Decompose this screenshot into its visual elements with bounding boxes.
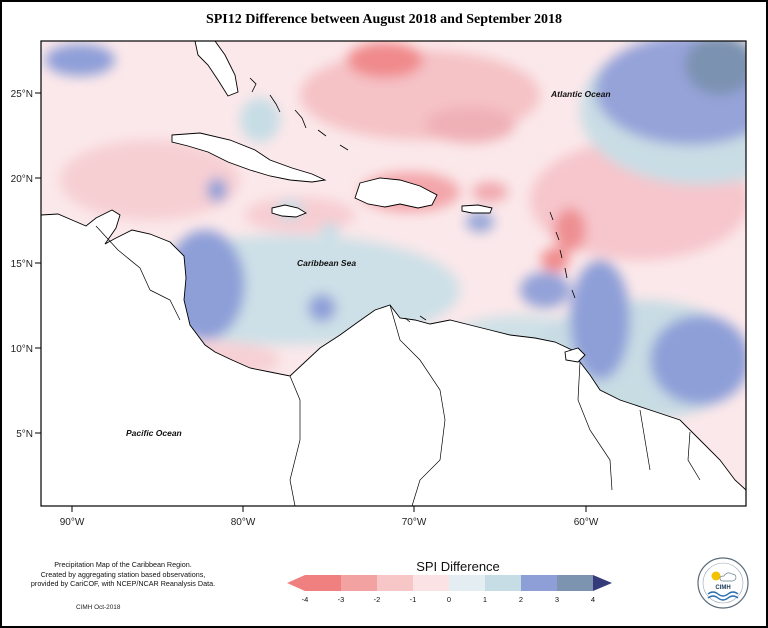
bahamas-3 <box>294 109 307 129</box>
colorbar-seg-2 <box>341 575 377 591</box>
hispaniola <box>354 177 438 209</box>
colorbar <box>287 575 612 591</box>
neg-area-strong-north <box>347 42 423 78</box>
y-tick-25n: 25°N <box>11 89 33 100</box>
central-south-america <box>41 209 746 506</box>
wave-icon <box>707 591 739 597</box>
pos-area-atlantic-strong <box>685 41 746 95</box>
legend-tick-1: 1 <box>483 595 487 604</box>
axis-labels: 90°W 80°W 70°W 60°W 25°N 20°N 15°N 10°N … <box>11 89 599 528</box>
caption-line-1: Precipitation Map of the Caribbean Regio… <box>54 560 192 569</box>
caption-line-2: Created by aggregating station based obs… <box>40 569 206 579</box>
legend-tick-0: 0 <box>447 595 451 604</box>
y-tick-20n: 20°N <box>11 174 33 185</box>
pos-area-caribbean-spot <box>308 294 336 322</box>
bahamas-2 <box>269 94 281 113</box>
pos-area-trinidad <box>570 260 630 380</box>
pos-area-venezuela-n <box>520 272 570 308</box>
pos-area-spot-c <box>320 223 340 237</box>
x-tick-80w: 80°W <box>231 517 256 528</box>
puerto-rico <box>461 204 493 214</box>
cimh-logo: CIMH <box>697 557 749 609</box>
legend-tick-m2: -2 <box>374 595 381 604</box>
logo-text: CIMH <box>715 585 730 591</box>
colorbar-seg-8 <box>557 575 593 591</box>
colorbar-seg-6 <box>485 575 521 591</box>
colorbar-seg-4 <box>413 575 449 591</box>
y-tick-15n: 15°N <box>11 259 33 270</box>
florida <box>194 41 239 97</box>
legend-tick-4: 4 <box>591 595 595 604</box>
x-tick-60w: 60°W <box>574 517 599 528</box>
antilles-3 <box>559 249 563 259</box>
leeward-1 <box>404 317 411 323</box>
colorbar-seg-5 <box>449 575 485 591</box>
label-pacific-ocean: Pacific Ocean <box>126 428 182 438</box>
small-islands <box>249 77 576 323</box>
neg-area-east <box>425 107 515 143</box>
pos-area-bahamas <box>240 98 280 142</box>
region-labels: Atlantic Ocean Caribbean Sea Pacific Oce… <box>126 89 611 438</box>
y-tick-5n: 5°N <box>16 429 33 440</box>
antilles-5 <box>571 289 576 299</box>
antilles-4 <box>564 267 568 279</box>
map-title: SPI12 Difference between August 2018 and… <box>205 12 563 27</box>
legend-tick-3: 3 <box>555 595 559 604</box>
legend-tick-m4: -4 <box>302 595 309 604</box>
trinidad <box>564 347 586 363</box>
pos-area-guiana <box>650 315 746 405</box>
cuba <box>171 132 327 183</box>
jamaica <box>271 204 307 218</box>
pos-area-gulf-nw <box>45 44 115 76</box>
land-masses <box>41 41 746 506</box>
country-borders <box>95 225 701 506</box>
legend-tick-m1: -1 <box>410 595 417 604</box>
sun-icon <box>711 571 721 581</box>
pos-area-cayman <box>207 178 227 202</box>
map-caption: Precipitation Map of the Caribbean Regio… <box>18 560 228 589</box>
legend-title: SPI Difference <box>416 559 500 574</box>
x-tick-70w: 70°W <box>402 517 427 528</box>
map-border <box>40 40 747 507</box>
colorbar-arrow-left <box>287 575 305 591</box>
axis-ticks <box>35 92 587 512</box>
cloud-icon <box>719 572 737 582</box>
neg-area-gulf <box>60 140 240 220</box>
legend-tick-m3: -3 <box>338 595 345 604</box>
map-credit: CIMH Oct-2018 <box>76 604 121 611</box>
pos-area-spot-e <box>466 212 494 232</box>
bahamas-4 <box>317 129 327 137</box>
antilles-2 <box>555 231 560 241</box>
bahamas-5 <box>339 144 349 151</box>
legend-tick-2: 2 <box>519 595 523 604</box>
y-tick-10n: 10°N <box>11 344 33 355</box>
caption-line-3: provided by CariCOF, with NCEP/NCAR Rean… <box>30 579 216 588</box>
neg-area-antilles <box>554 208 586 252</box>
spi-field <box>41 41 746 506</box>
colorbar-arrow-right <box>593 575 612 591</box>
label-caribbean-sea: Caribbean Sea <box>297 258 356 268</box>
neg-area-antilles-south <box>541 248 569 272</box>
x-tick-90w: 90°W <box>60 517 85 528</box>
antilles-1 <box>549 211 554 221</box>
colorbar-seg-7 <box>521 575 557 591</box>
label-atlantic-ocean: Atlantic Ocean <box>550 89 611 99</box>
colorbar-seg-1 <box>305 575 341 591</box>
colorbar-ticks: -4 -3 -2 -1 0 1 2 3 4 <box>302 595 595 604</box>
leeward-2 <box>419 315 427 321</box>
colorbar-seg-3 <box>377 575 413 591</box>
bahamas-1 <box>249 77 257 93</box>
neg-area-pr <box>472 182 508 202</box>
